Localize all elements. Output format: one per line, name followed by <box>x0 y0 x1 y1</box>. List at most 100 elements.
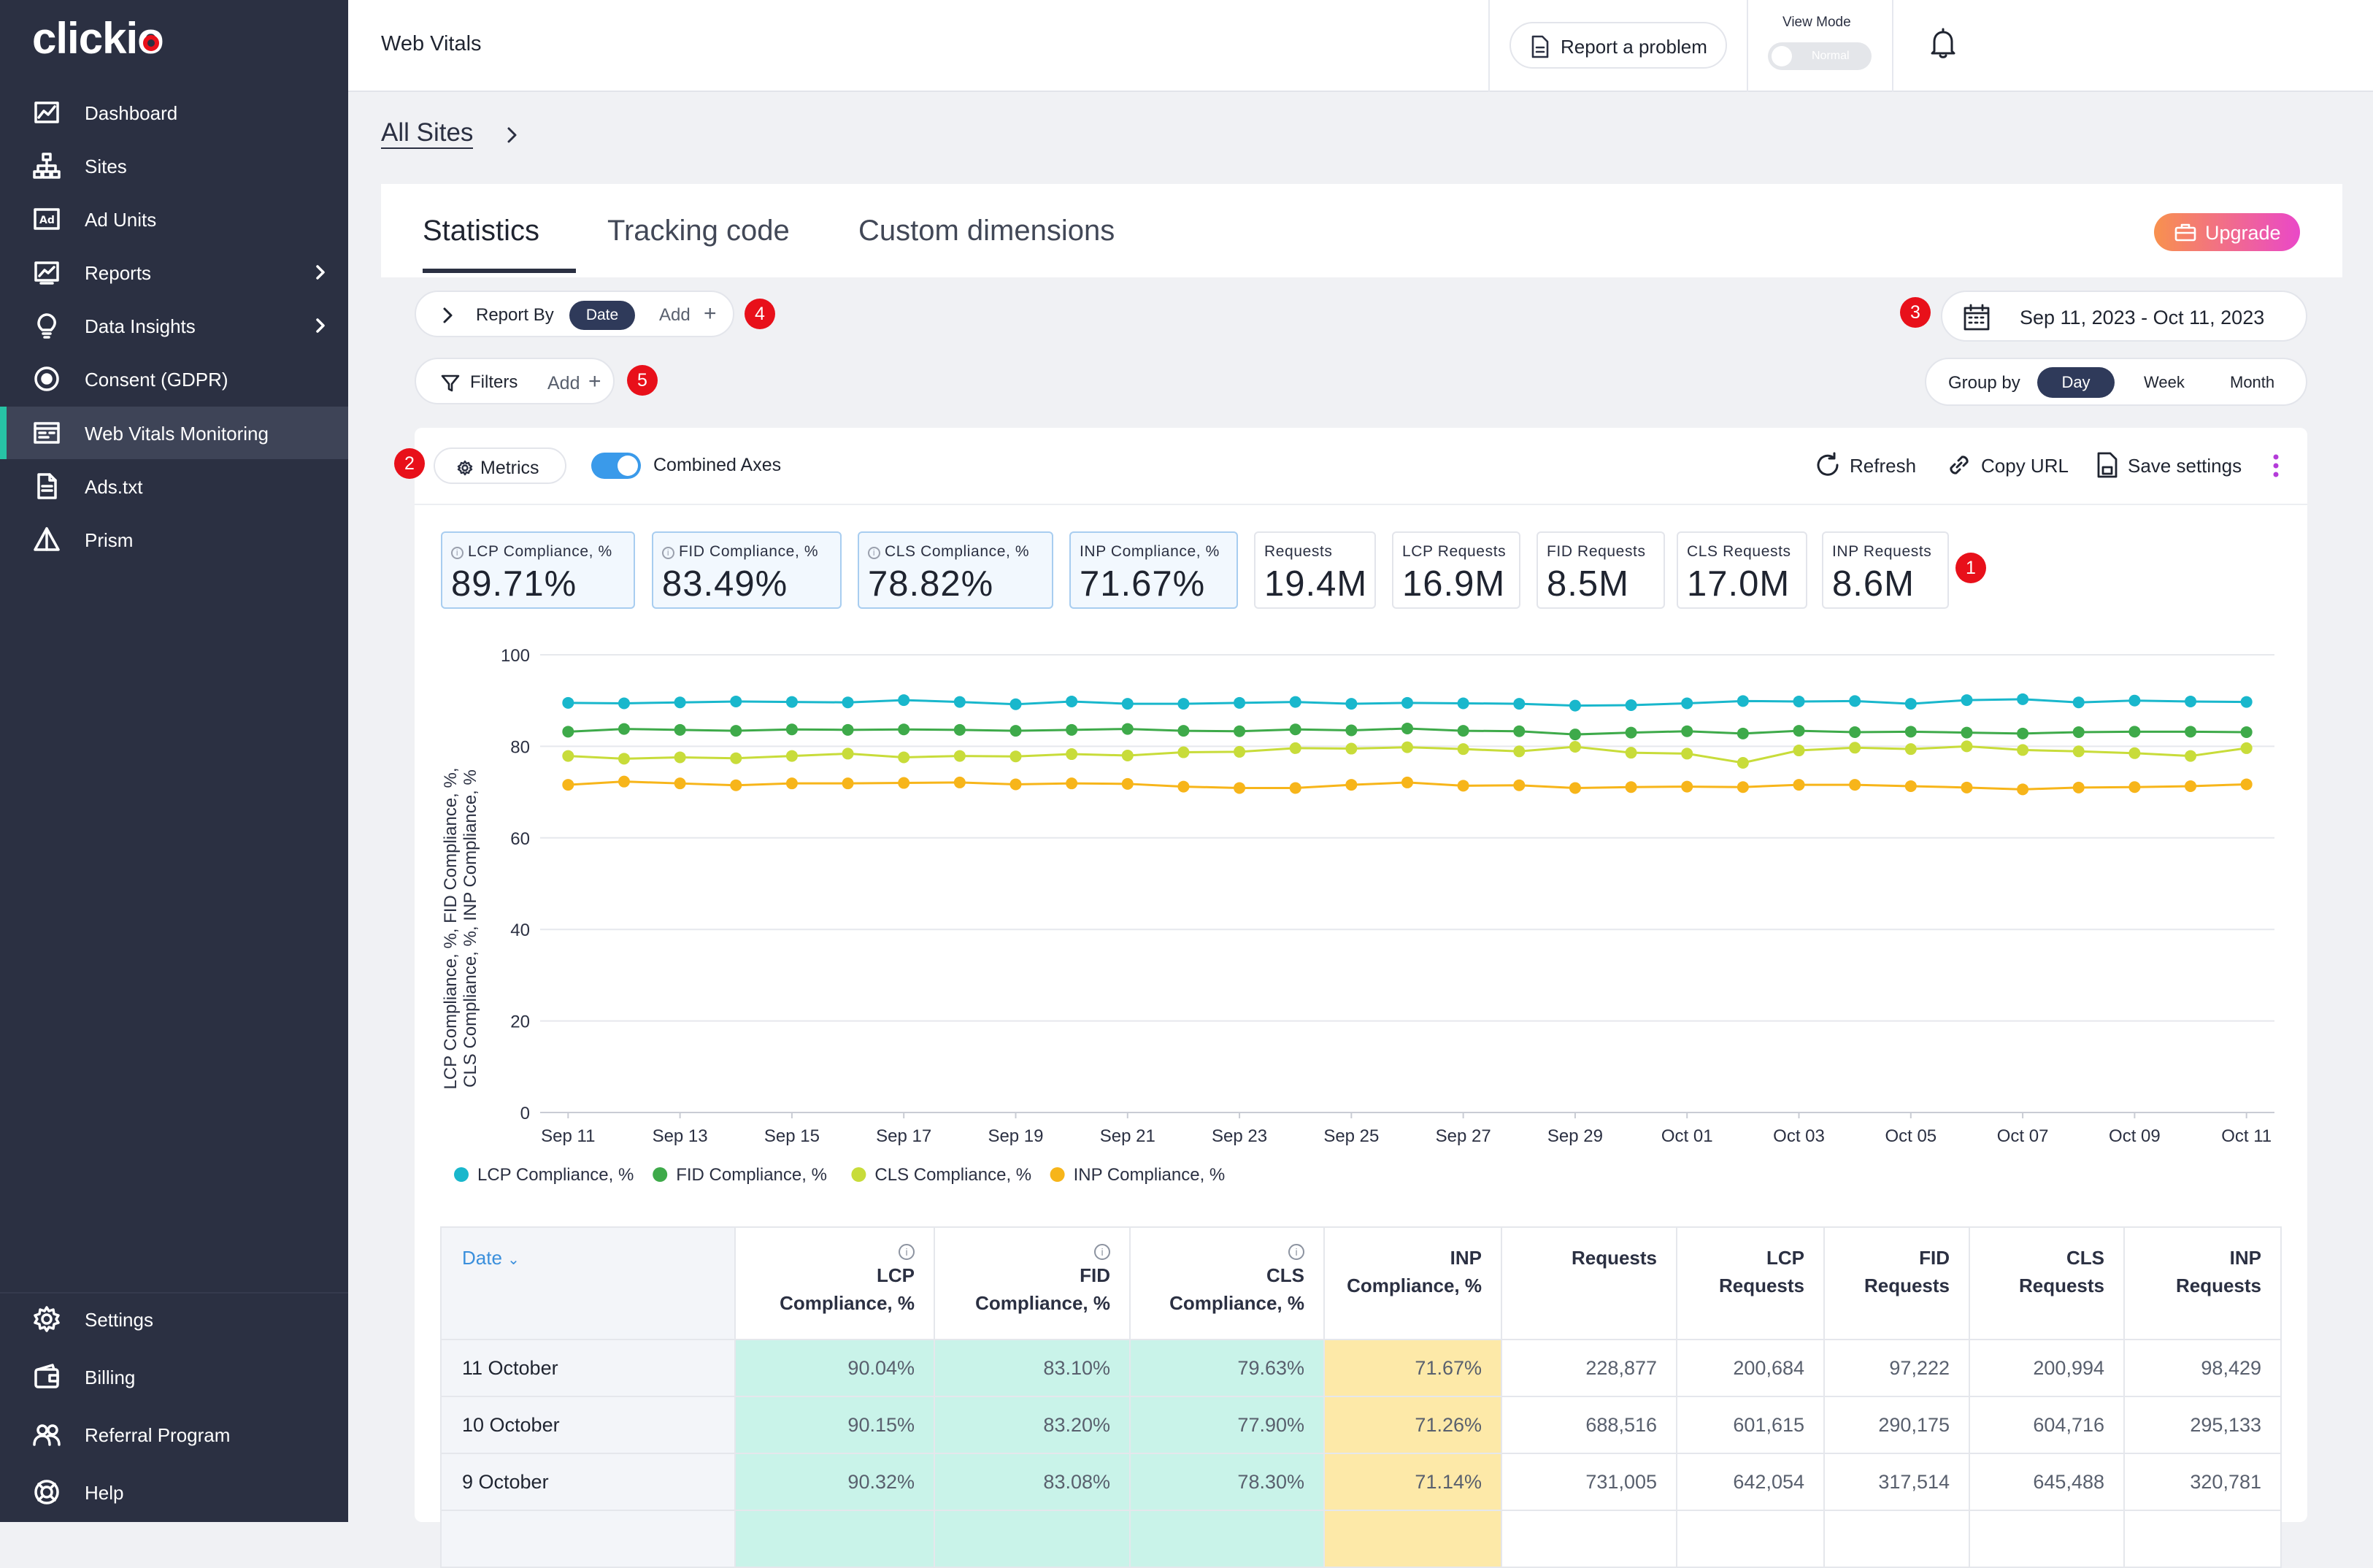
kpi-lcp-compliance[interactable]: i LCP Compliance, % 89.71% <box>441 531 635 609</box>
tab-custom-dimensions[interactable]: Custom dimensions <box>858 215 1115 247</box>
report-by-date-chip[interactable]: Date <box>569 301 635 330</box>
data-point <box>1066 695 1078 707</box>
data-point <box>1849 695 1861 707</box>
sidebar-item-dashboard[interactable]: Dashboard <box>0 86 348 139</box>
table-row <box>440 1510 2282 1568</box>
svg-text:Ad: Ad <box>39 215 55 226</box>
metrics-button[interactable]: Metrics <box>434 447 566 484</box>
sidebar-item-sites[interactable]: Sites <box>0 139 348 192</box>
save-settings-button[interactable]: Save settings <box>2128 455 2242 477</box>
plus-icon[interactable]: + <box>704 301 717 326</box>
column-header-inp-requests[interactable]: INP Requests <box>2123 1226 2282 1340</box>
kpi-cls-requests[interactable]: CLS Requests 17.0M <box>1677 531 1807 609</box>
data-point <box>1234 745 1246 758</box>
plus-icon[interactable]: + <box>588 369 601 393</box>
date-range-picker[interactable]: Sep 11, 2023 - Oct 11, 2023 <box>1941 291 2307 342</box>
column-header-requests[interactable]: Requests <box>1501 1226 1677 1340</box>
clickio-logo[interactable]: clickio <box>32 14 164 63</box>
column-header-line: INP <box>2229 1247 2261 1269</box>
data-point <box>1009 750 1022 763</box>
data-point <box>562 750 574 762</box>
table-cell <box>1323 1510 1502 1568</box>
sidebar-item-data-insights[interactable]: Data Insights <box>0 299 348 352</box>
sidebar-item-billing[interactable]: Billing <box>0 1350 348 1403</box>
data-point <box>1289 696 1301 708</box>
column-header-line: Compliance, % <box>780 1292 915 1314</box>
data-point <box>2072 726 2085 738</box>
data-point <box>618 697 630 710</box>
view-mode-toggle[interactable]: Normal <box>1768 42 1872 70</box>
copy-url-button[interactable]: Copy URL <box>1981 455 2069 477</box>
sidebar-item-web-vitals[interactable]: Web Vitals Monitoring <box>0 407 348 459</box>
refresh-icon[interactable] <box>1814 451 1842 479</box>
sidebar-item-ads-txt[interactable]: Ads.txt <box>0 460 348 512</box>
info-icon[interactable]: i <box>1094 1244 1110 1260</box>
sidebar-item-help[interactable]: Help <box>0 1466 348 1518</box>
column-header-date[interactable]: Date ⌄ <box>440 1226 736 1340</box>
chevron-right-icon[interactable] <box>441 305 455 326</box>
table-row[interactable]: 10 October 90.15% 83.20% 77.90% 71.26% 6… <box>440 1396 2282 1454</box>
column-header-cls-requests[interactable]: CLS Requests <box>1969 1226 2125 1340</box>
data-point <box>562 696 574 709</box>
kpi-inp-requests[interactable]: INP Requests 8.6M <box>1822 531 1949 609</box>
report-problem-button[interactable]: Report a problem <box>1509 22 1727 69</box>
report-by-add[interactable]: Add <box>659 305 691 325</box>
info-icon[interactable]: i <box>868 547 880 559</box>
bell-icon[interactable] <box>1930 28 1956 60</box>
kpi-label: CLS Requests <box>1687 543 1791 560</box>
upgrade-button[interactable]: Upgrade <box>2154 213 2300 251</box>
kpi-requests[interactable]: Requests 19.4M <box>1254 531 1376 609</box>
filters-add[interactable]: Add <box>547 373 580 393</box>
sidebar-item-referral[interactable]: Referral Program <box>0 1408 348 1461</box>
breadcrumb-all-sites[interactable]: All Sites <box>381 118 474 149</box>
chart-legend: LCP Compliance, % FID Compliance, % CLS Co… <box>454 1165 1225 1185</box>
group-by-week[interactable]: Week <box>2144 373 2185 391</box>
link-icon[interactable] <box>1945 451 1973 479</box>
column-header-inp-compliance[interactable]: INP Compliance, % <box>1323 1226 1502 1340</box>
table-cell <box>934 1510 1131 1568</box>
more-vertical-icon[interactable] <box>2272 453 2280 479</box>
info-icon[interactable]: i <box>899 1244 915 1260</box>
web-vitals-icon <box>34 422 60 444</box>
sidebar-item-ad-units[interactable]: Ad Ad Units <box>0 193 348 245</box>
table-cell: 98,429 <box>2123 1339 2282 1397</box>
data-point <box>1234 725 1246 737</box>
column-header-fid-requests[interactable]: FID Requests <box>1823 1226 1970 1340</box>
data-point <box>618 775 630 788</box>
tab-tracking-code[interactable]: Tracking code <box>607 215 790 247</box>
data-point <box>1513 698 1526 710</box>
chart-area-icon <box>34 101 59 123</box>
sidebar-item-prism[interactable]: Prism <box>0 513 348 566</box>
info-icon[interactable]: i <box>1288 1244 1304 1260</box>
group-by-day[interactable]: Day <box>2037 367 2115 398</box>
data-point <box>1121 723 1134 735</box>
kpi-cls-compliance[interactable]: i CLS Compliance, % 78.82% <box>858 531 1053 609</box>
column-header-fid-compliance[interactable]: i FID Compliance, % <box>934 1226 1131 1340</box>
data-point <box>2072 745 2085 758</box>
table-row[interactable]: 11 October 90.04% 83.10% 79.63% 71.67% 2… <box>440 1339 2282 1397</box>
table-row[interactable]: 9 October 90.32% 83.08% 78.30% 71.14% 73… <box>440 1453 2282 1511</box>
column-header-lcp-requests[interactable]: LCP Requests <box>1676 1226 1825 1340</box>
chevron-right-icon[interactable] <box>502 124 521 146</box>
column-header-cls-compliance[interactable]: i CLS Compliance, % <box>1129 1226 1325 1340</box>
kpi-fid-compliance[interactable]: i FID Compliance, % 83.49% <box>652 531 842 609</box>
tab-statistics[interactable]: Statistics <box>423 215 540 247</box>
kpi-fid-requests[interactable]: FID Requests 8.5M <box>1537 531 1665 609</box>
save-document-icon[interactable] <box>2096 451 2119 479</box>
info-icon[interactable]: i <box>662 547 674 559</box>
data-point <box>1849 779 1861 791</box>
sidebar-item-settings[interactable]: Settings <box>0 1293 348 1345</box>
filters-label: Filters <box>470 372 518 392</box>
data-point <box>1737 756 1749 769</box>
sidebar-item-consent[interactable]: Consent (GDPR) <box>0 353 348 405</box>
kpi-lcp-requests[interactable]: LCP Requests 16.9M <box>1392 531 1520 609</box>
column-header-line: Requests <box>1571 1247 1657 1269</box>
kpi-inp-compliance[interactable]: INP Compliance, % 71.67% <box>1069 531 1238 609</box>
refresh-button[interactable]: Refresh <box>1850 455 1917 477</box>
group-by-month[interactable]: Month <box>2230 373 2275 391</box>
combined-axes-toggle[interactable] <box>591 453 641 479</box>
column-header-lcp-compliance[interactable]: i LCP Compliance, % <box>734 1226 935 1340</box>
kpi-label: INP Compliance, % <box>1080 543 1220 560</box>
info-icon[interactable]: i <box>451 547 464 559</box>
sidebar-item-reports[interactable]: Reports <box>0 246 348 299</box>
